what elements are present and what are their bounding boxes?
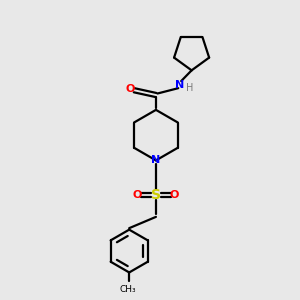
- Text: CH₃: CH₃: [119, 285, 136, 294]
- Text: O: O: [126, 84, 135, 94]
- Text: S: S: [151, 188, 161, 202]
- Text: N: N: [151, 155, 160, 165]
- Text: O: O: [170, 190, 179, 200]
- Text: H: H: [186, 83, 193, 93]
- Text: O: O: [133, 190, 142, 200]
- Text: N: N: [175, 80, 184, 90]
